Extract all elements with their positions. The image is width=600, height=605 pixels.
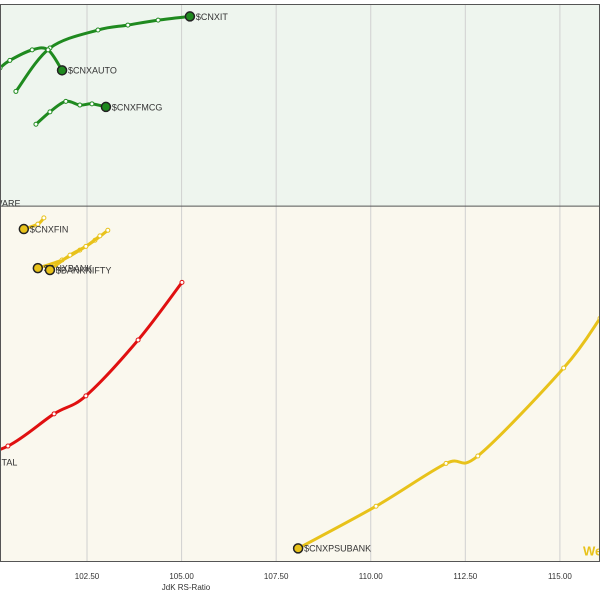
head-point [56, 65, 68, 76]
trail-point [29, 47, 35, 53]
series-label: $CNXPSUBANK [304, 544, 371, 554]
trail-point [155, 17, 161, 23]
series-trail: $CNXMETAL [0, 279, 185, 468]
series-label: $CNXFMCG [112, 102, 163, 112]
head-point [32, 262, 44, 274]
trail-point [33, 121, 39, 127]
series-label: $CNXBANK [44, 263, 93, 273]
x-tick-label: 107.50 [264, 572, 289, 581]
series-label: $CNXFIN [30, 224, 69, 234]
trail-point [77, 102, 83, 108]
series-trail: $CNXAUTO [0, 46, 117, 76]
trail-point [561, 365, 567, 371]
trail-point [97, 233, 103, 239]
trail-point [105, 227, 111, 233]
series-trail: $CNXFMCG [33, 98, 163, 127]
series-trail: $CNXFIN [18, 215, 69, 235]
head-point [184, 11, 196, 22]
x-tick-label: 112.50 [453, 572, 477, 581]
trail-point [47, 109, 53, 115]
x-tick-label: 105.00 [169, 572, 194, 581]
head-point [100, 101, 112, 113]
trail-point [125, 22, 131, 28]
trail-point [95, 27, 101, 33]
trail-point [13, 88, 19, 94]
trail-point [67, 252, 73, 258]
trail-point [135, 337, 141, 343]
series-trail: $BANKNIFTY [44, 233, 112, 276]
head-point [18, 223, 30, 235]
trail-point [373, 503, 379, 509]
x-tick-label: 115.00 [548, 572, 572, 581]
trail-point [63, 98, 69, 104]
trail-point [89, 101, 95, 107]
plot-area: Weakening $CNXIT $CNXAUTO $CNXFMCG $CNXSOFTW… [0, 4, 600, 562]
quadrant-weakening [0, 206, 600, 562]
trail-point [83, 243, 89, 249]
head-point [44, 264, 56, 276]
trail-line [48, 234, 102, 272]
trail-point [5, 443, 11, 449]
trail-point [83, 393, 89, 399]
trail-point [35, 221, 41, 227]
trail-point [45, 47, 51, 53]
trail-point [475, 453, 481, 459]
series-trail: $CNXSOFTWARE [0, 198, 21, 208]
series-label: $BANKNIFTY [56, 265, 112, 275]
trail-point [41, 215, 47, 221]
series-label: $CNXMETAL [0, 458, 17, 468]
x-axis-title: JdK RS-Ratio [162, 583, 211, 592]
trail-point [7, 57, 13, 63]
head-point [292, 543, 304, 554]
x-tick-label: 102.50 [75, 572, 100, 581]
trail-point [179, 279, 185, 285]
series-label: $CNXAUTO [68, 66, 117, 76]
trail-point [443, 460, 449, 466]
x-tick-label: 110.00 [359, 572, 383, 581]
quadrant-label: Weakening [583, 543, 600, 558]
series-label: $CNXIT [196, 12, 229, 22]
series-label: $CNXSOFTWARE [0, 198, 21, 208]
trail-point [51, 411, 57, 417]
